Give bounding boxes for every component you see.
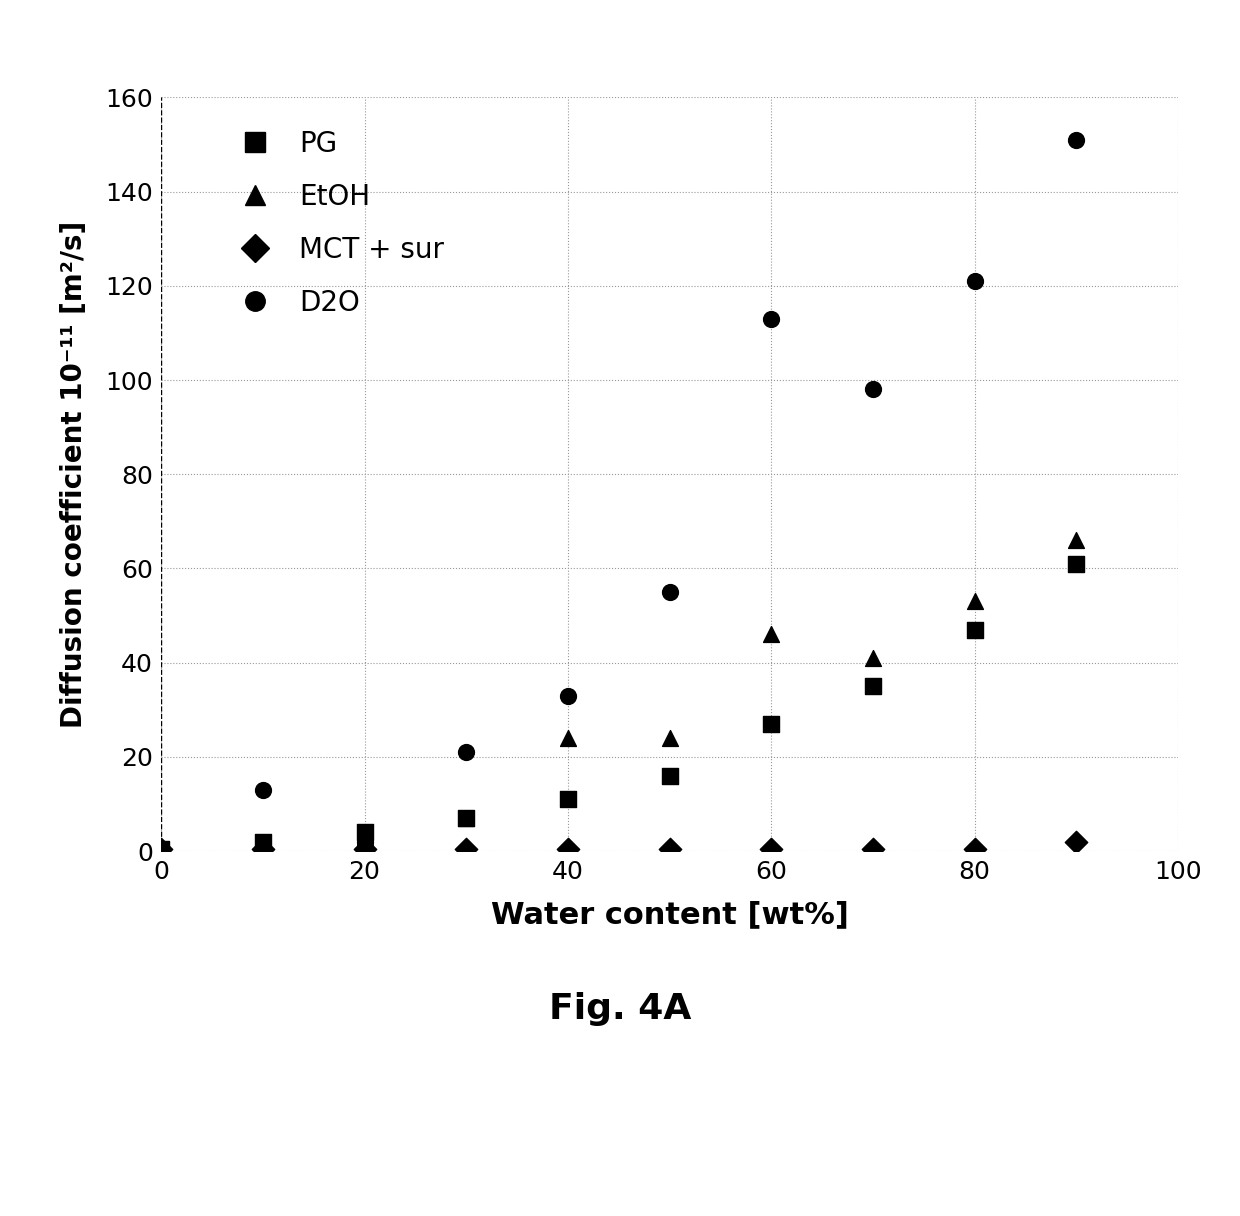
Point: [558, 789, 578, 809]
Point: [761, 309, 781, 328]
Point: [558, 686, 578, 705]
Point: [965, 839, 985, 858]
Point: [456, 839, 476, 858]
Point: [253, 781, 273, 800]
Point: [456, 809, 476, 828]
Point: [1066, 554, 1086, 574]
Point: [1066, 530, 1086, 550]
Point: [151, 839, 171, 858]
Point: [761, 625, 781, 644]
Point: [660, 766, 680, 786]
Point: [1066, 130, 1086, 150]
Point: [965, 592, 985, 612]
Point: [965, 271, 985, 291]
Point: [355, 822, 374, 841]
Point: [660, 839, 680, 858]
Point: [863, 379, 883, 399]
Point: [558, 728, 578, 748]
Point: [151, 839, 171, 858]
Point: [660, 582, 680, 602]
Point: [253, 837, 273, 856]
Y-axis label: Diffusion coefficient 10⁻¹¹ [m²/s]: Diffusion coefficient 10⁻¹¹ [m²/s]: [61, 220, 88, 728]
Point: [863, 676, 883, 696]
Point: [456, 743, 476, 762]
Point: [355, 832, 374, 851]
Text: Fig. 4A: Fig. 4A: [549, 992, 691, 1026]
Point: [965, 620, 985, 640]
Point: [253, 839, 273, 858]
Point: [151, 839, 171, 858]
Point: [456, 809, 476, 828]
Point: [1066, 832, 1086, 851]
Point: [253, 832, 273, 851]
Point: [761, 714, 781, 733]
Point: [151, 839, 171, 858]
Point: [660, 728, 680, 748]
Point: [761, 839, 781, 858]
Point: [355, 827, 374, 846]
Point: [863, 839, 883, 858]
Point: [863, 648, 883, 668]
X-axis label: Water content [wt%]: Water content [wt%]: [491, 900, 848, 929]
Legend: PG, EtOH, MCT + sur, D2O: PG, EtOH, MCT + sur, D2O: [216, 119, 455, 328]
Point: [355, 839, 374, 858]
Point: [558, 839, 578, 858]
